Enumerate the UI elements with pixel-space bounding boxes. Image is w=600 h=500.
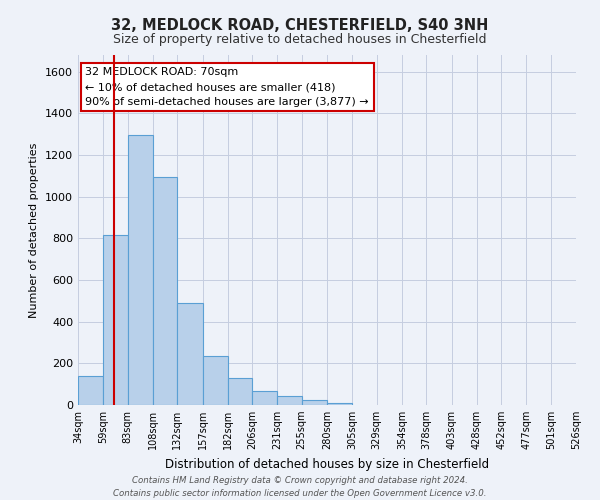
Text: Size of property relative to detached houses in Chesterfield: Size of property relative to detached ho… [113, 32, 487, 46]
Bar [277, 396, 302, 405]
Text: 32 MEDLOCK ROAD: 70sqm
← 10% of detached houses are smaller (418)
90% of semi-de: 32 MEDLOCK ROAD: 70sqm ← 10% of detached… [85, 68, 369, 107]
Bar [302, 400, 327, 405]
Bar [228, 378, 252, 405]
Bar [252, 392, 277, 405]
Text: Contains HM Land Registry data © Crown copyright and database right 2024.
Contai: Contains HM Land Registry data © Crown c… [113, 476, 487, 498]
X-axis label: Distribution of detached houses by size in Chesterfield: Distribution of detached houses by size … [165, 458, 489, 470]
Bar [153, 177, 177, 405]
Y-axis label: Number of detached properties: Number of detached properties [29, 142, 40, 318]
Bar [177, 303, 203, 405]
Text: 32, MEDLOCK ROAD, CHESTERFIELD, S40 3NH: 32, MEDLOCK ROAD, CHESTERFIELD, S40 3NH [112, 18, 488, 32]
Bar [78, 376, 103, 405]
Bar [103, 235, 128, 405]
Bar [203, 356, 228, 405]
Bar [327, 403, 352, 405]
Bar [128, 135, 153, 405]
